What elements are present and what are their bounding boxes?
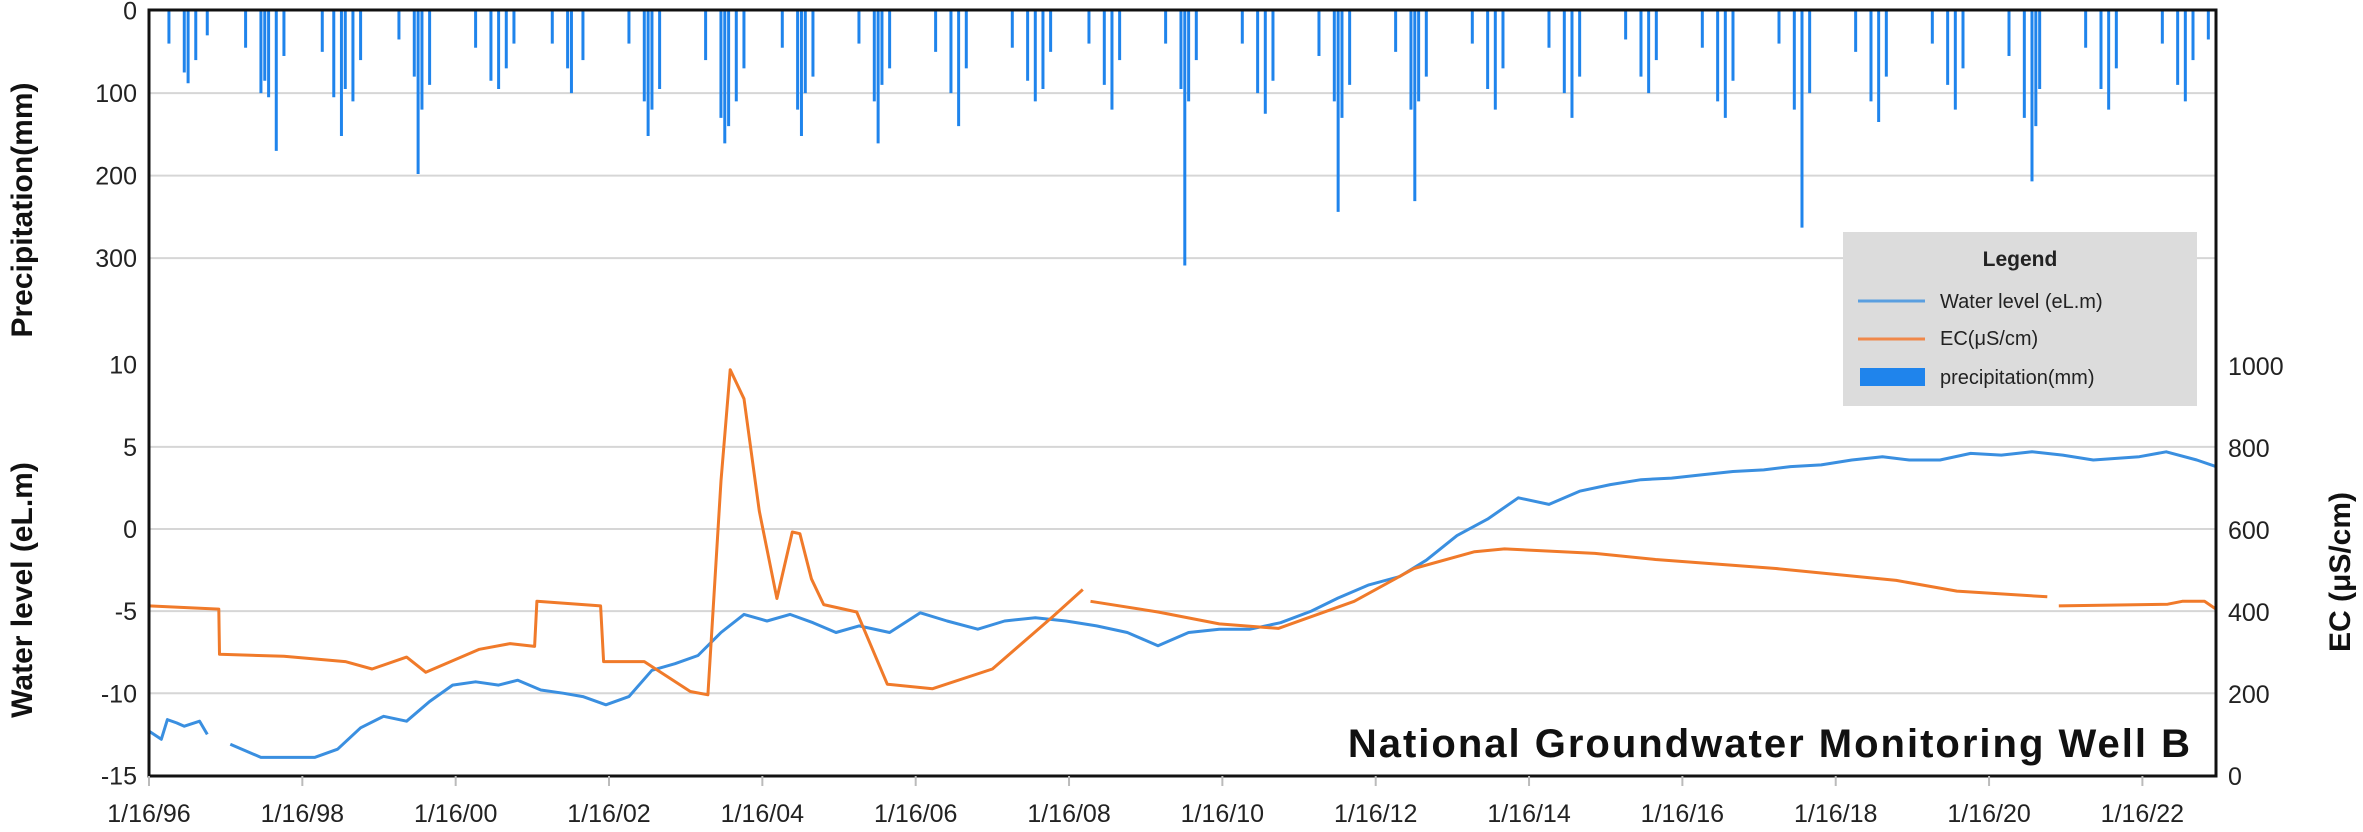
ec-line bbox=[2058, 599, 2217, 611]
precip-tick-label: 300 bbox=[95, 245, 137, 273]
x-tick-label: 1/16/00 bbox=[414, 800, 497, 828]
x-tick-label: 1/16/96 bbox=[107, 800, 190, 828]
ec-tick-label: 0 bbox=[2228, 763, 2242, 791]
water-level-tick-label: -5 bbox=[115, 598, 137, 626]
ec-tick-label: 800 bbox=[2228, 435, 2270, 463]
ec-line bbox=[1090, 547, 2048, 630]
ec-tick-label: 1000 bbox=[2228, 353, 2284, 381]
x-tick-label: 1/16/20 bbox=[1947, 800, 2030, 828]
water-level-tick-label: 10 bbox=[109, 352, 137, 380]
precip-axis-title: Precipitation(mm) bbox=[6, 82, 39, 337]
y-axes: 0 100 200 300 10 5 0 -5 -10 -15 1000 800 600 400 200 0 bbox=[95, 0, 2283, 791]
x-tick-label: 1/16/22 bbox=[2101, 800, 2184, 828]
ec-axis-title: EC (μS/cm) bbox=[2324, 492, 2357, 652]
legend-precip-label: precipitation(mm) bbox=[1940, 367, 2094, 389]
precip-tick-label: 200 bbox=[95, 163, 137, 191]
x-tick-label: 1/16/02 bbox=[567, 800, 650, 828]
water-level-line bbox=[148, 718, 209, 741]
x-tick-label: 1/16/14 bbox=[1487, 800, 1571, 828]
legend-ec-label: EC(μS/cm) bbox=[1940, 328, 2038, 350]
x-tick-label: 1/16/06 bbox=[874, 800, 957, 828]
legend-precip-swatch bbox=[1860, 368, 1925, 386]
ec-line bbox=[148, 368, 1084, 697]
precip-tick-label: 0 bbox=[123, 0, 137, 26]
legend: Legend Water level (eL.m) EC(μS/cm) prec… bbox=[1843, 232, 2197, 406]
x-tick-label: 1/16/98 bbox=[261, 800, 344, 828]
ec-tick-label: 400 bbox=[2228, 599, 2270, 627]
legend-title: Legend bbox=[1983, 248, 2058, 271]
precip-tick-label: 100 bbox=[95, 80, 137, 108]
series-lines bbox=[148, 368, 2217, 759]
precipitation-bars bbox=[167, 10, 2210, 266]
plot-frame bbox=[147, 8, 2218, 778]
water-level-tick-label: 0 bbox=[123, 516, 137, 544]
x-tick-label: 1/16/04 bbox=[721, 800, 805, 828]
gridlines bbox=[149, 92, 2216, 695]
ec-tick-label: 200 bbox=[2228, 681, 2270, 709]
water-level-tick-label: -15 bbox=[101, 762, 137, 790]
water-level-line bbox=[229, 450, 2217, 759]
legend-water-level-label: Water level (eL.m) bbox=[1940, 291, 2103, 313]
chart-title: National Groundwater Monitoring Well B bbox=[1348, 722, 2192, 766]
x-tick-label: 1/16/08 bbox=[1027, 800, 1110, 828]
x-axis: 1/16/96 1/16/98 1/16/00 1/16/02 1/16/04 1/16/… bbox=[107, 776, 2184, 828]
x-tick-label: 1/16/10 bbox=[1181, 800, 1264, 828]
water-level-tick-label: -10 bbox=[101, 680, 137, 708]
x-tick-label: 1/16/16 bbox=[1641, 800, 1724, 828]
ec-tick-label: 600 bbox=[2228, 517, 2270, 545]
x-tick-label: 1/16/12 bbox=[1334, 800, 1417, 828]
x-tick-label: 1/16/18 bbox=[1794, 800, 1877, 828]
water-level-tick-label: 5 bbox=[123, 434, 137, 462]
water-level-axis-title: Water level (eL.m) bbox=[6, 462, 39, 718]
